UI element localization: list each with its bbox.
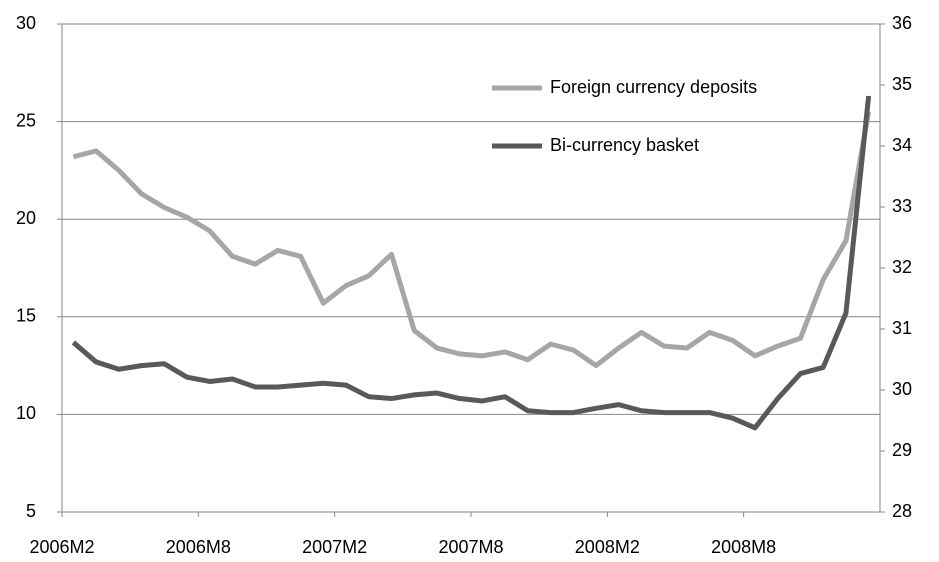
x-tick-label: 2007M2 bbox=[302, 537, 367, 557]
y-tick-label: 20 bbox=[16, 208, 36, 228]
x-tick-label: 2006M8 bbox=[166, 537, 231, 557]
y2-tick-label: 31 bbox=[892, 318, 912, 338]
y2-tick-label: 34 bbox=[892, 135, 912, 155]
legend-label: Bi-currency basket bbox=[550, 135, 699, 155]
y-tick-label: 10 bbox=[16, 403, 36, 423]
y2-tick-label: 28 bbox=[892, 501, 912, 521]
x-tick-label: 2008M2 bbox=[575, 537, 640, 557]
x-tick-label: 2007M8 bbox=[438, 537, 503, 557]
y2-tick-label: 30 bbox=[892, 379, 912, 399]
legend-label: Foreign currency deposits bbox=[550, 77, 757, 97]
series-line bbox=[71, 95, 872, 431]
y2-tick-label: 36 bbox=[892, 13, 912, 33]
y-tick-label: 30 bbox=[16, 13, 36, 33]
y-tick-label: 15 bbox=[16, 306, 36, 326]
y2-tick-label: 32 bbox=[892, 257, 912, 277]
x-tick-label: 2008M8 bbox=[711, 537, 776, 557]
y-tick-label: 5 bbox=[26, 501, 36, 521]
series-line bbox=[72, 111, 872, 369]
y2-tick-label: 29 bbox=[892, 440, 912, 460]
x-tick-label: 2006M2 bbox=[29, 537, 94, 557]
y2-tick-label: 33 bbox=[892, 196, 912, 216]
y-tick-label: 25 bbox=[16, 110, 36, 130]
y2-tick-label: 35 bbox=[892, 74, 912, 94]
